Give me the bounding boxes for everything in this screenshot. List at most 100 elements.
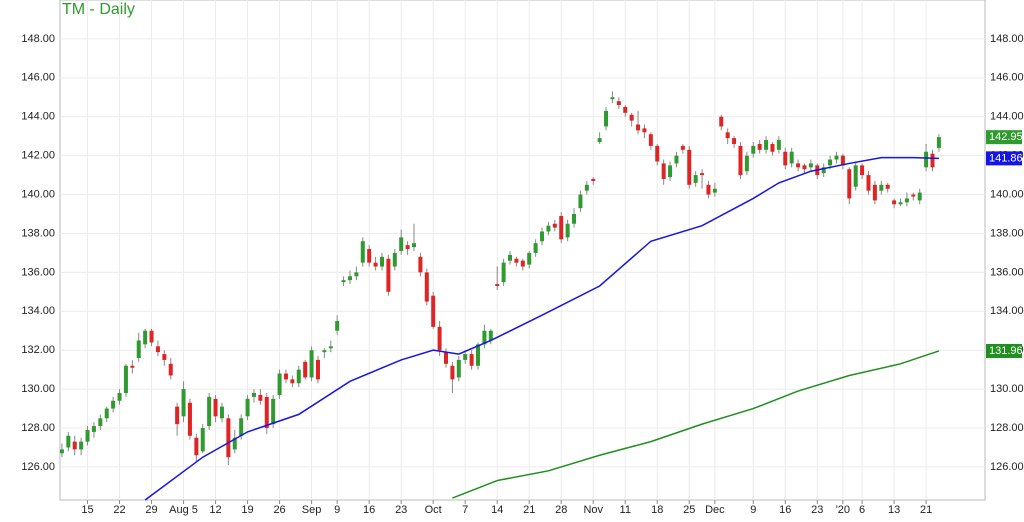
x-tick-label: 14: [491, 504, 503, 516]
candle-body: [162, 354, 167, 360]
candle-body: [578, 194, 583, 209]
candle-body: [405, 245, 410, 250]
candle-body: [591, 178, 596, 181]
candle-body: [744, 155, 749, 172]
candle-body: [572, 214, 577, 224]
candle-body: [853, 165, 858, 187]
candle-body: [181, 389, 186, 417]
candle-body: [104, 408, 109, 419]
candle-body: [271, 398, 276, 425]
candle-body: [668, 165, 673, 178]
candle-body: [386, 258, 391, 292]
candle-body: [821, 167, 826, 174]
y-tick-label: 130.00: [21, 383, 55, 395]
candle-body: [584, 184, 589, 191]
candle-body: [719, 116, 724, 127]
y-tick-label-right: 146.00: [990, 72, 1024, 84]
candle-body: [623, 107, 628, 113]
candle-body: [501, 262, 506, 283]
candle-body: [764, 140, 769, 150]
candle-body: [149, 330, 154, 343]
candle-body: [111, 400, 116, 409]
candle-body: [136, 340, 141, 358]
candle-body: [341, 280, 346, 283]
candle-body: [303, 361, 308, 378]
x-tick-label: 12: [209, 504, 221, 516]
candle-body: [444, 352, 449, 364]
candle-body: [411, 243, 416, 248]
candle-body: [373, 262, 378, 267]
candle-body: [789, 151, 794, 164]
candle-body: [354, 272, 359, 277]
y-tick-label: 146.00: [21, 72, 55, 84]
candle-body: [751, 145, 756, 154]
candle-body: [610, 97, 615, 100]
candle-body: [616, 101, 621, 106]
candle-body: [72, 441, 77, 450]
candle-body: [367, 249, 372, 263]
x-tick-label: 11: [620, 504, 631, 516]
candle-body: [130, 365, 135, 368]
candle-body: [296, 369, 301, 384]
candle-body: [232, 437, 237, 450]
candle-body: [604, 110, 609, 127]
y-tick-label: 138.00: [21, 227, 55, 239]
value-tag: [986, 151, 1022, 166]
candle-body: [866, 175, 871, 191]
candle-body: [834, 155, 839, 160]
y-tick-label: 144.00: [21, 111, 55, 123]
y-tick-label-right: 140.00: [990, 188, 1024, 200]
candle-body: [379, 256, 384, 267]
x-tick-label: 25: [683, 504, 695, 516]
x-tick-label: 21: [523, 504, 535, 516]
x-tick-label: 7: [462, 504, 468, 516]
candle-body: [469, 354, 474, 366]
x-tick-label: Dec: [705, 504, 725, 516]
candle-body: [687, 149, 692, 185]
x-tick-label: '20: [836, 504, 850, 516]
x-tick-label: 16: [779, 504, 791, 516]
candle-body: [508, 254, 513, 261]
candle-body: [283, 373, 288, 380]
y-tick-label-right: 130.00: [990, 383, 1024, 395]
candle-body: [258, 394, 263, 401]
candle-body: [123, 365, 128, 393]
candle-body: [802, 165, 807, 170]
x-tick-label: 29: [145, 504, 157, 516]
x-tick-label: Aug 5: [169, 504, 198, 516]
candle-body: [437, 326, 442, 351]
candle-body: [239, 418, 244, 436]
candle-body: [879, 184, 884, 191]
candle-body: [245, 398, 250, 417]
candle-body: [674, 155, 679, 164]
x-tick-label: 26: [273, 504, 285, 516]
x-tick-label: 6: [859, 504, 865, 516]
x-tick-label: Nov: [583, 504, 603, 516]
x-tick-label: 9: [750, 504, 756, 516]
candle-body: [392, 252, 397, 267]
candle-body: [642, 128, 647, 133]
candle-body: [207, 396, 212, 427]
candle-body: [226, 418, 231, 458]
candle-body: [911, 194, 916, 197]
x-tick-label: 18: [651, 504, 663, 516]
value-tag-label: 141.86: [989, 152, 1023, 164]
x-tick-label: 23: [395, 504, 407, 516]
candle-body: [418, 256, 423, 273]
candle-body: [828, 159, 833, 166]
y-tick-label: 126.00: [21, 461, 55, 473]
candle-body: [399, 237, 404, 251]
x-tick-label: 13: [888, 504, 900, 516]
candle-body: [322, 350, 327, 353]
candle-body: [783, 151, 788, 166]
chart-title: TM - Daily: [62, 1, 135, 18]
y-tick-label: 148.00: [21, 33, 55, 45]
candle-body: [565, 223, 570, 238]
candle-body: [290, 379, 295, 384]
candle-body: [98, 418, 103, 427]
candle-body: [712, 188, 717, 193]
candle-body: [540, 231, 545, 242]
x-tick-label: 21: [920, 504, 932, 516]
value-tag-label: 142.95: [989, 131, 1023, 143]
y-tick-label: 136.00: [21, 266, 55, 278]
